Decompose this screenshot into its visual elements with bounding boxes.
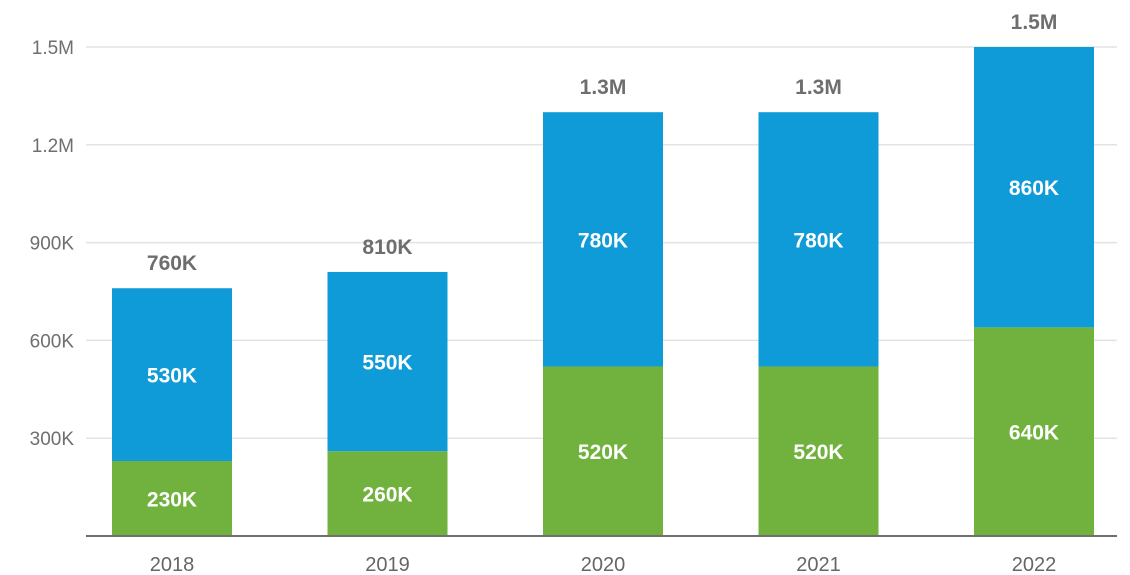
bar-segment-1 — [974, 47, 1094, 328]
bar-segment-0 — [543, 366, 663, 536]
segment-value-label: 520K — [793, 441, 843, 464]
segment-value-label: 520K — [578, 441, 628, 464]
segment-value-label: 780K — [578, 229, 628, 252]
bar-segment-0 — [327, 451, 448, 536]
segment-value-label: 780K — [793, 229, 843, 252]
segment-value-label: 860K — [1009, 177, 1059, 200]
bar-segment-1 — [543, 112, 663, 367]
bar-total-label: 810K — [362, 236, 412, 259]
y-tick-label: 600K — [30, 331, 75, 352]
bar-segment-1 — [758, 112, 879, 367]
x-tick-label: 2020 — [581, 554, 626, 575]
segment-value-label: 640K — [1009, 422, 1059, 445]
bar-segment-1 — [327, 271, 448, 452]
bar-segment-0 — [974, 327, 1094, 536]
bar-segment-0 — [112, 461, 232, 536]
total-labels: 760K 810K 1.3M 1.3M 1.5M — [147, 11, 1057, 275]
x-axis-labels: 2018 2019 2020 2021 2022 — [150, 554, 1057, 575]
segment-value-label: 230K — [147, 489, 197, 512]
y-tick-label: 1.5M — [32, 38, 74, 59]
segment-value-label: 550K — [362, 352, 412, 375]
bar-total-label: 1.3M — [795, 76, 842, 99]
y-axis-ticks: 300K 600K 900K 1.2M 1.5M — [30, 38, 75, 450]
segment-labels: 230K 530K 260K 550K 520K 780K 520K 780K 640K 860K — [147, 177, 1059, 511]
segment-value-label: 260K — [362, 484, 412, 507]
y-tick-label: 1.2M — [32, 136, 74, 157]
x-tick-label: 2019 — [365, 554, 410, 575]
segment-value-label: 530K — [147, 365, 197, 388]
x-tick-label: 2018 — [150, 554, 195, 575]
bars — [112, 47, 1094, 536]
y-tick-label: 300K — [30, 429, 75, 450]
x-tick-label: 2021 — [796, 554, 841, 575]
bar-segment-0 — [758, 366, 879, 536]
x-tick-label: 2022 — [1012, 554, 1057, 575]
bar-segment-1 — [112, 288, 232, 462]
bar-total-label: 1.3M — [580, 76, 627, 99]
bar-total-label: 760K — [147, 252, 197, 275]
bar-total-label: 1.5M — [1011, 11, 1058, 34]
y-tick-label: 900K — [30, 234, 75, 255]
